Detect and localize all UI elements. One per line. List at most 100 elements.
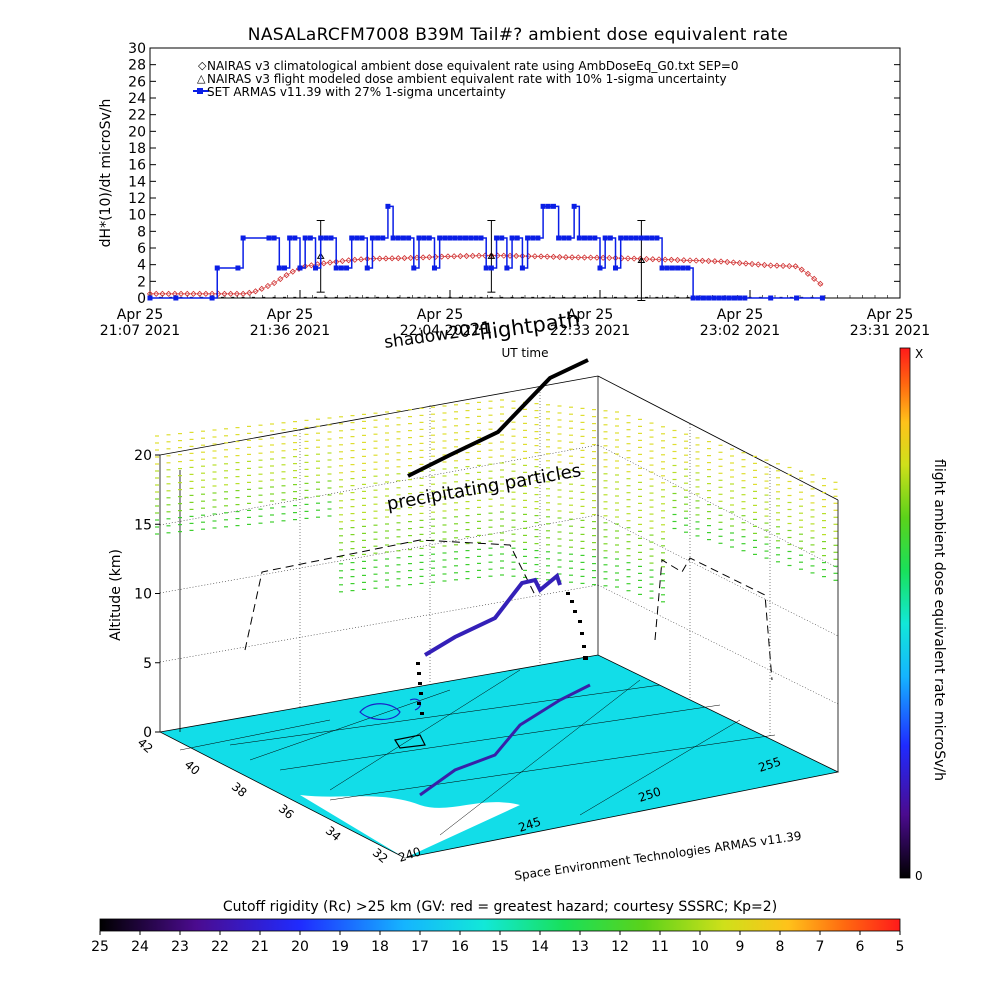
cutoff-label: 6 — [856, 939, 865, 955]
armas-point — [463, 235, 469, 241]
nairas-point — [693, 257, 700, 264]
model-point — [487, 252, 496, 259]
armas-point — [602, 235, 608, 241]
armas-point — [209, 295, 215, 301]
armas-point — [607, 235, 613, 241]
y-tick-label: 2 — [137, 274, 146, 290]
armas-point — [395, 235, 401, 241]
armas-point — [540, 203, 546, 209]
annotation-precipitating-particles: precipitating particles — [385, 460, 582, 515]
armas-point — [266, 235, 272, 241]
armas-point — [669, 265, 675, 271]
armas-line — [150, 205, 823, 299]
armas-point — [649, 235, 655, 241]
nairas-point — [351, 256, 358, 263]
nairas-point — [531, 253, 538, 260]
nairas-point — [792, 263, 799, 270]
nairas-point — [221, 290, 228, 297]
nairas-point — [780, 262, 787, 269]
nairas-point — [233, 290, 240, 297]
x-axis-title-ut-time: UT time — [501, 346, 548, 360]
longitude-tick-label: 250 — [637, 784, 663, 804]
nairas-point — [705, 257, 712, 265]
armas-point — [400, 235, 406, 241]
armas-point — [737, 295, 743, 301]
x-tick-label-time: 21:07 2021 — [100, 323, 180, 339]
figure-title: NASALaRCFM7008 B39M Tail#? ambient dose … — [248, 25, 788, 45]
armas-point — [556, 235, 562, 241]
nairas-point — [320, 260, 327, 267]
armas-point — [545, 203, 551, 209]
nairas-point — [606, 254, 613, 261]
armas-point — [276, 265, 282, 271]
armas-point — [483, 265, 489, 271]
nairas-point — [252, 288, 259, 295]
armas-point — [411, 265, 417, 271]
nairas-point — [550, 253, 557, 260]
nairas-point — [631, 255, 638, 262]
armas-point — [385, 203, 391, 209]
x-tick-label-date: Apr 25 — [867, 307, 913, 323]
series-nairas-flight-modeled — [148, 220, 824, 301]
series-armas — [147, 203, 825, 301]
cutoff-label: 18 — [371, 939, 389, 955]
longitude-tick-label: 240 — [397, 844, 423, 864]
nairas-point — [724, 258, 731, 266]
nairas-point — [202, 290, 209, 297]
armas-point — [323, 235, 329, 241]
armas-point — [514, 235, 520, 241]
cutoff-label: 5 — [896, 939, 905, 955]
credit-text: Space Environment Technologies ARMAS v11… — [513, 829, 802, 883]
nairas-point — [537, 253, 545, 260]
cutoff-label: 12 — [611, 939, 629, 955]
cutoff-label: 16 — [451, 939, 469, 955]
nairas-point — [407, 254, 414, 261]
armas-point — [147, 295, 153, 301]
nairas-point — [389, 255, 396, 262]
armas-point — [690, 295, 696, 301]
y-tick-label: 22 — [128, 108, 146, 124]
armas-point — [416, 235, 422, 241]
armas-point — [550, 203, 556, 209]
nairas-point — [773, 262, 780, 269]
nairas-point — [581, 254, 588, 261]
x-tick-label-date: Apr 25 — [717, 307, 763, 323]
flightpath-dose-colored — [423, 572, 562, 657]
annotation-flightpath: flightpath — [477, 307, 581, 345]
armas-point — [406, 235, 412, 241]
map-grid — [179, 669, 776, 836]
flightpath-3d-plot: flightpath shadow2021 precipitating part… — [108, 307, 840, 883]
nairas-point — [717, 258, 725, 265]
armas-point — [525, 235, 531, 241]
nairas-point — [736, 259, 743, 267]
nairas-point — [544, 253, 551, 260]
legend-item-3: SET ARMAS v11.39 with 27% 1-sigma uncert… — [207, 85, 506, 99]
dose-colorbar-bottom-label: 0 — [915, 869, 923, 883]
armas-point — [530, 235, 536, 241]
armas-point — [287, 235, 293, 241]
armas-point — [478, 235, 484, 241]
y-tick-label: 28 — [128, 58, 146, 74]
nairas-point — [395, 255, 402, 262]
armas-point — [633, 235, 639, 241]
box-gridlines — [159, 386, 839, 738]
nairas-point — [258, 285, 265, 292]
nairas-point — [668, 256, 675, 263]
nairas-point — [190, 290, 197, 297]
nairas-point — [587, 254, 594, 261]
cutoff-label: 21 — [251, 939, 269, 955]
nairas-point — [196, 290, 203, 297]
longitude-tick-label: 245 — [517, 814, 543, 834]
armas-point — [494, 235, 500, 241]
armas-point — [344, 265, 350, 271]
nairas-point — [562, 254, 569, 261]
longitude-tick-label: 255 — [757, 754, 783, 774]
model-point — [637, 256, 646, 263]
armas-point — [354, 235, 360, 241]
flightpath-descent-ticks — [416, 592, 588, 715]
armas-point — [654, 235, 660, 241]
